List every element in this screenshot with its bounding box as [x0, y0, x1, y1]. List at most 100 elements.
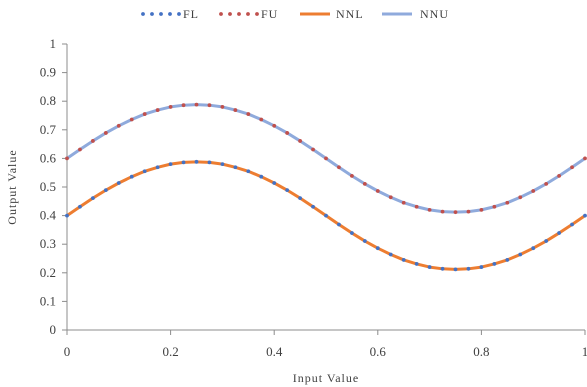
legend: FL FU NNL NNU [141, 7, 449, 21]
data-point-fl [401, 258, 406, 262]
data-point-fu [65, 156, 69, 161]
data-point-fu [337, 165, 341, 170]
x-tick-label: 0.8 [473, 344, 489, 359]
data-point-fl [116, 181, 121, 185]
y-axis-title: Output Value [5, 149, 19, 224]
data-point-fl [557, 231, 561, 235]
data-point-fu [401, 200, 406, 205]
legend-swatch-fu [246, 12, 250, 16]
data-point-fl [181, 160, 186, 165]
data-point-fl [233, 165, 238, 170]
y-tick-label: 1 [50, 36, 57, 51]
data-point-fl [466, 266, 471, 271]
data-point-fl [194, 159, 199, 164]
data-point-fl [350, 231, 354, 235]
legend-swatch-fu [237, 12, 241, 16]
data-point-fl [570, 222, 574, 227]
legend-swatch-fl [168, 12, 172, 16]
y-tick-label: 0.7 [40, 122, 57, 137]
y-tick-label: 0.8 [40, 93, 56, 108]
legend-swatch-fl [159, 12, 163, 16]
x-axis-title: Input Value [293, 371, 359, 385]
data-point-fu [466, 209, 471, 214]
data-point-fl [414, 262, 419, 266]
legend-label-nnl: NNL [336, 7, 364, 21]
data-point-fu [311, 147, 315, 152]
data-point-fl [220, 162, 225, 167]
data-point-fl [272, 181, 277, 185]
plot-area [65, 102, 587, 272]
data-point-fu [298, 139, 302, 143]
data-point-fu [181, 103, 186, 108]
data-point-fu [518, 195, 523, 200]
data-point-fu [233, 108, 238, 112]
data-point-fl [479, 265, 484, 269]
legend-label-fl: FL [183, 7, 199, 21]
data-point-fu [414, 204, 419, 209]
data-point-fu [194, 102, 199, 107]
data-point-fu [544, 181, 549, 186]
data-point-fu [220, 105, 225, 109]
x-tick-label: 0 [64, 344, 71, 359]
y-tick-label: 0.3 [40, 236, 56, 251]
data-point-fu [129, 117, 134, 122]
data-point-fu [350, 173, 354, 178]
data-point-fu [531, 189, 536, 193]
data-point-fu [505, 200, 510, 205]
data-point-fu [116, 123, 121, 128]
x-tick-label: 1 [582, 344, 587, 359]
data-point-fu [388, 195, 393, 200]
data-point-fl [155, 165, 160, 170]
data-point-fu [570, 165, 574, 170]
data-point-fl [259, 174, 264, 179]
data-point-fl [375, 246, 380, 251]
data-point-fl [246, 169, 251, 174]
data-point-fl [427, 265, 432, 269]
y-tick-label: 0.6 [40, 150, 57, 165]
y-tick-label: 0 [50, 322, 57, 337]
data-point-fu [427, 207, 432, 212]
data-point-fl [142, 169, 147, 174]
y-tick-label: 0.1 [40, 293, 56, 308]
data-point-fl [324, 213, 328, 218]
data-point-fl [531, 246, 536, 251]
x-tick-label: 0.2 [162, 344, 178, 359]
data-point-fu [557, 173, 561, 178]
y-tick-label: 0.5 [40, 179, 56, 194]
data-point-fu [440, 209, 445, 214]
data-point-fl [440, 266, 445, 271]
y-axis: 0 0.1 0.2 0.3 0.4 0.5 0.6 0.7 0.8 0.9 1 [40, 36, 68, 337]
data-point-fl [298, 196, 302, 201]
data-point-fl [207, 160, 212, 165]
data-point-fl [388, 252, 393, 257]
y-tick-label: 0.9 [40, 65, 56, 80]
x-tick-label: 0.6 [370, 344, 387, 359]
legend-swatch-fu [219, 12, 223, 16]
data-point-fu [479, 207, 484, 212]
legend-label-fu: FU [261, 7, 278, 21]
data-point-fu [155, 108, 160, 112]
data-point-fl [129, 174, 134, 179]
x-axis: 0 0.2 0.4 0.6 0.8 1 [64, 329, 587, 359]
data-point-fu [168, 105, 173, 109]
legend-swatch-fl [150, 12, 154, 16]
data-point-fu [207, 103, 212, 108]
data-point-fl [505, 258, 510, 262]
data-point-fu [103, 131, 108, 135]
data-point-fl [362, 239, 367, 243]
data-point-fl [544, 239, 549, 243]
data-point-fu [362, 181, 367, 186]
data-point-fu [78, 147, 82, 152]
legend-swatch-fu [255, 12, 259, 16]
legend-swatch-fl [141, 12, 145, 16]
legend-label-nnu: NNU [420, 7, 449, 21]
data-point-fu [246, 112, 251, 116]
legend-swatch-fl [177, 12, 181, 16]
data-point-fl [103, 188, 108, 193]
data-point-fu [453, 210, 458, 215]
data-point-fu [142, 112, 147, 116]
data-point-fu [285, 131, 290, 135]
data-point-fl [337, 222, 341, 227]
y-tick-label: 0.4 [40, 208, 57, 223]
